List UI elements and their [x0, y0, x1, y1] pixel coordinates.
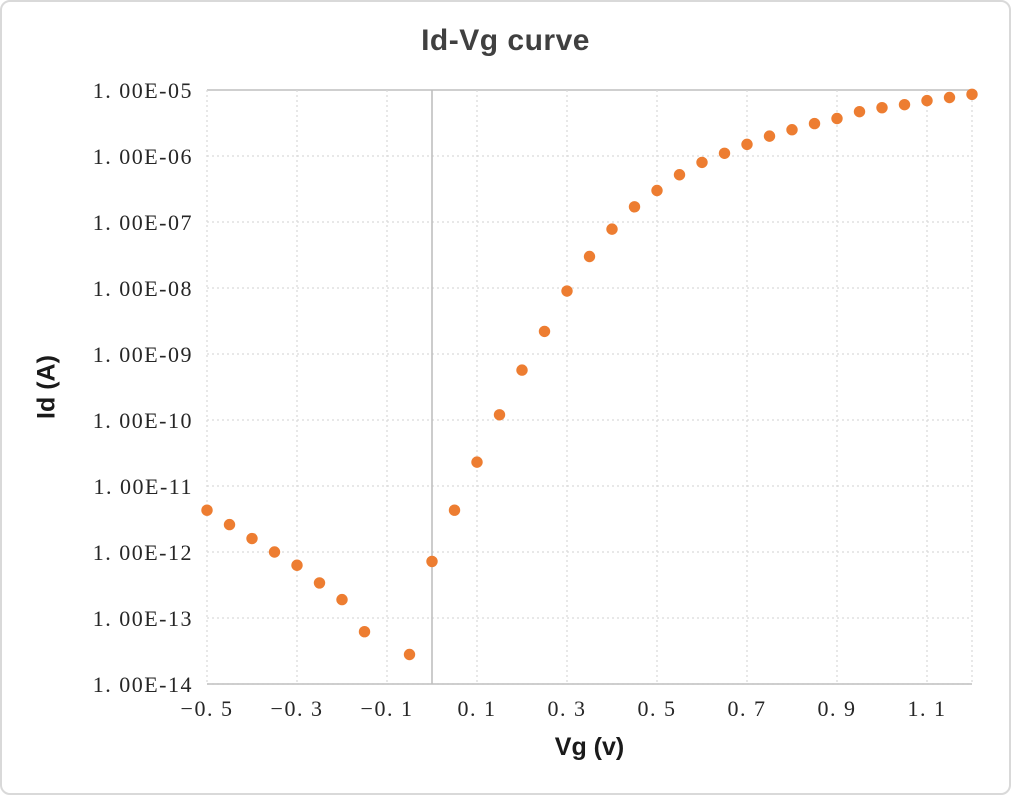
- y-tick-label: 1. 00E-13: [93, 606, 193, 631]
- x-tick-label: 0. 5: [638, 696, 677, 721]
- data-point: [448, 504, 461, 516]
- x-tick-label: 0. 1: [458, 696, 497, 721]
- data-point: [831, 112, 843, 125]
- x-tick-label: −0. 1: [361, 696, 414, 721]
- y-tick-label: 1. 00E-09: [93, 342, 193, 367]
- data-point: [786, 124, 798, 136]
- data-point: [561, 285, 573, 297]
- x-axis-title: Vg (v): [554, 733, 625, 761]
- data-point: [201, 504, 213, 516]
- data-point: [606, 223, 618, 235]
- data-point: [336, 593, 348, 606]
- data-point: [696, 156, 708, 169]
- data-point: [583, 250, 596, 263]
- y-tick-label: 1. 00E-06: [93, 144, 193, 169]
- y-tick-label: 1. 00E-11: [94, 474, 193, 499]
- data-point: [718, 147, 731, 159]
- data-point: [223, 518, 236, 531]
- data-point: [493, 409, 506, 421]
- data-point: [673, 169, 686, 181]
- data-point: [291, 559, 303, 571]
- data-point: [741, 138, 753, 151]
- x-tick-label: 0. 3: [548, 696, 587, 721]
- y-tick-label: 1. 00E-07: [93, 210, 193, 235]
- data-point: [921, 94, 933, 107]
- chart-title: Id-Vg curve: [421, 24, 590, 57]
- y-tick-label: 1. 00E-14: [93, 672, 193, 697]
- data-point: [403, 648, 416, 661]
- data-point: [313, 577, 326, 589]
- data-point: [763, 130, 776, 142]
- data-point: [628, 201, 641, 213]
- y-tick-label: 1. 00E-08: [93, 276, 193, 301]
- y-tick-label: 1. 00E-05: [93, 78, 193, 103]
- data-point: [808, 117, 821, 130]
- data-point: [651, 184, 663, 197]
- data-point: [358, 626, 371, 638]
- x-tick-label: 0. 7: [728, 696, 767, 721]
- x-tick-label: 1. 1: [908, 696, 947, 721]
- x-tick-label: −0. 3: [271, 696, 324, 721]
- x-tick-label: 0. 9: [818, 696, 857, 721]
- data-point: [898, 98, 911, 111]
- x-tick-label: −0. 5: [181, 696, 234, 721]
- data-point: [876, 101, 888, 114]
- data-point: [268, 546, 281, 558]
- data-point: [538, 325, 551, 338]
- data-point: [966, 88, 978, 101]
- data-point: [943, 91, 956, 104]
- data-point: [471, 456, 483, 468]
- data-point: [246, 532, 258, 545]
- y-tick-label: 1. 00E-10: [93, 408, 193, 433]
- data-point: [426, 555, 438, 568]
- y-tick-label: 1. 00E-12: [93, 540, 193, 565]
- data-point: [516, 364, 528, 376]
- data-point: [853, 105, 866, 118]
